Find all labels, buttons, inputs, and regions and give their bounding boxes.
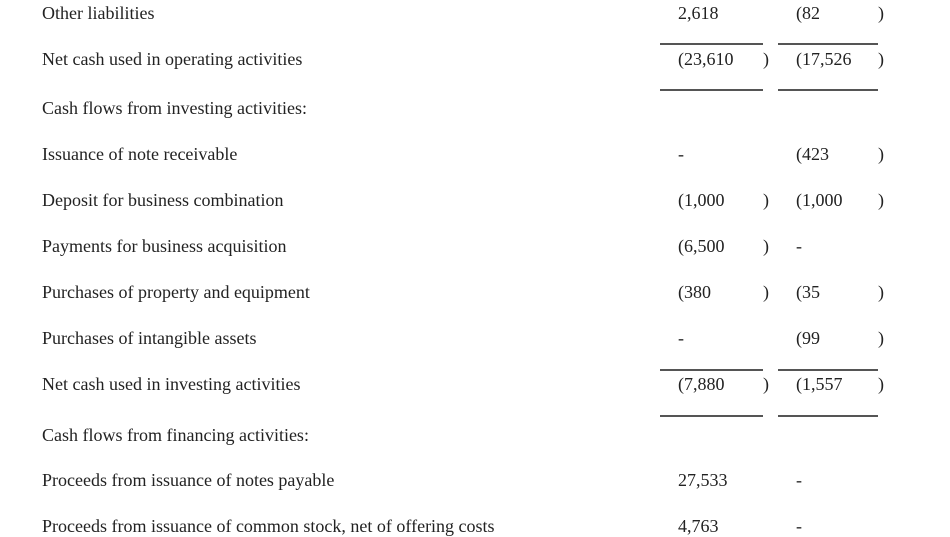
value-prior-year: (99	[796, 328, 820, 348]
statement-row: Net cash used in operating activities (23…	[0, 48, 950, 70]
value-current-year: 4,763	[678, 516, 719, 536]
statement-row: Proceeds from issuance of notes payable 2…	[0, 469, 950, 491]
value-current-year: (6,500	[678, 236, 725, 256]
paren-close: )	[763, 282, 769, 302]
paren-close: )	[763, 374, 769, 394]
value-prior-year: (82	[796, 3, 820, 23]
paren-close: )	[878, 144, 884, 164]
row-label: Deposit for business combination	[42, 190, 284, 210]
subtotal-rule	[778, 43, 878, 45]
statement-row: Cash flows from investing activities:	[0, 97, 950, 119]
row-label: Net cash used in operating activities	[42, 49, 303, 69]
statement-row: Proceeds from issuance of common stock, …	[0, 515, 950, 537]
value-current-year: 27,533	[678, 470, 728, 490]
statement-row: Purchases of intangible assets - (99)	[0, 327, 950, 349]
row-label: Payments for business acquisition	[42, 236, 287, 256]
paren-close: )	[878, 374, 884, 394]
paren-close: )	[763, 236, 769, 256]
value-current-year: 2,618	[678, 3, 719, 23]
paren-close: )	[763, 190, 769, 210]
statement-row: Other liabilities 2,618 (82)	[0, 2, 950, 24]
row-label: Issuance of note receivable	[42, 144, 238, 164]
value-prior-year: (35	[796, 282, 820, 302]
value-prior-year: -	[796, 516, 802, 536]
statement-row: Purchases of property and equipment (380)…	[0, 281, 950, 303]
total-rule	[778, 415, 878, 417]
total-rule	[660, 89, 763, 91]
value-prior-year: -	[796, 236, 802, 256]
value-current-year: (380	[678, 282, 711, 302]
row-label: Net cash used in investing activities	[42, 374, 301, 394]
statement-row: Net cash used in investing activities (7,…	[0, 373, 950, 395]
row-label: Proceeds from issuance of notes payable	[42, 470, 335, 490]
row-label: Purchases of intangible assets	[42, 328, 257, 348]
paren-close: )	[878, 3, 884, 23]
statement-row: Issuance of note receivable - (423)	[0, 143, 950, 165]
total-rule	[778, 89, 878, 91]
total-rule	[660, 415, 763, 417]
row-label: Other liabilities	[42, 3, 155, 23]
value-prior-year: (423	[796, 144, 829, 164]
row-label: Proceeds from issuance of common stock, …	[42, 516, 495, 536]
value-current-year: -	[678, 328, 684, 348]
value-current-year: (23,610	[678, 49, 734, 69]
subtotal-rule	[778, 369, 878, 371]
value-prior-year: (17,526	[796, 49, 852, 69]
statement-row: Payments for business acquisition (6,500)…	[0, 235, 950, 257]
paren-close: )	[878, 190, 884, 210]
value-current-year: (1,000	[678, 190, 725, 210]
subtotal-rule	[660, 43, 763, 45]
value-prior-year: -	[796, 470, 802, 490]
value-prior-year: (1,557	[796, 374, 843, 394]
value-current-year: -	[678, 144, 684, 164]
subtotal-rule	[660, 369, 763, 371]
statement-row: Deposit for business combination (1,000) (…	[0, 189, 950, 211]
value-current-year: (7,880	[678, 374, 725, 394]
value-prior-year: (1,000	[796, 190, 843, 210]
row-label: Cash flows from investing activities:	[42, 98, 307, 118]
paren-close: )	[763, 49, 769, 69]
statement-row: Cash flows from financing activities:	[0, 424, 950, 446]
paren-close: )	[878, 49, 884, 69]
paren-close: )	[878, 328, 884, 348]
row-label: Purchases of property and equipment	[42, 282, 310, 302]
row-label: Cash flows from financing activities:	[42, 425, 309, 445]
paren-close: )	[878, 282, 884, 302]
